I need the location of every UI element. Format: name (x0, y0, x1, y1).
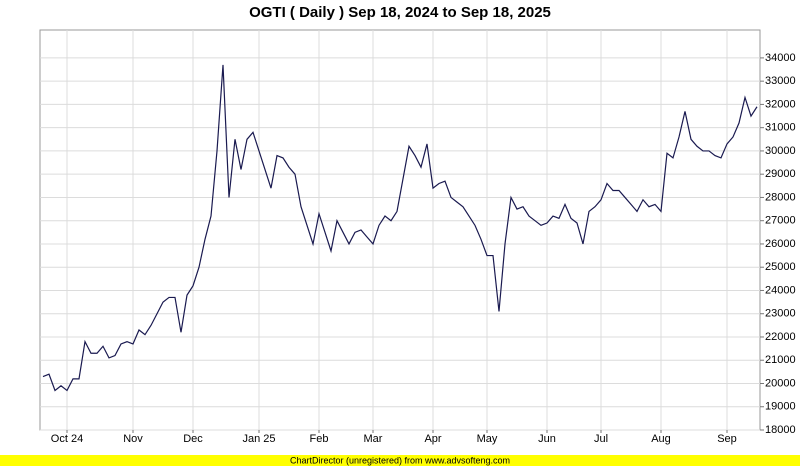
y-tick-label: 24000 (765, 284, 796, 296)
y-tick-label: 21000 (765, 354, 796, 366)
y-tick-label: 23000 (765, 308, 796, 320)
price-line (42, 64, 758, 392)
x-tick-label: Jul (594, 433, 608, 445)
x-tick-label: Jan 25 (242, 433, 275, 445)
x-tick-label: Feb (310, 433, 329, 445)
x-tick-label: Nov (123, 433, 143, 445)
y-tick-label: 33000 (765, 75, 796, 87)
x-tick-label: Apr (424, 433, 441, 445)
y-tick-label: 30000 (765, 145, 796, 157)
footer: ChartDirector (unregistered) from www.ad… (290, 455, 510, 465)
y-tick-label: 29000 (765, 168, 796, 180)
x-tick-label: May (477, 433, 498, 445)
y-tick-label: 31000 (765, 122, 796, 134)
y-tick-label: 32000 (765, 98, 796, 110)
y-tick-label: 20000 (765, 377, 796, 389)
y-tick-label: 34000 (765, 52, 796, 64)
y-tick-label: 25000 (765, 261, 796, 273)
x-tick-label: Aug (651, 433, 671, 445)
chart-title: OGTI ( Daily ) Sep 18, 2024 to Sep 18, 2… (249, 4, 551, 21)
x-tick-label: Jun (538, 433, 556, 445)
x-tick-label: Sep (717, 433, 737, 445)
x-tick-label: Oct 24 (51, 433, 83, 445)
y-tick-label: 22000 (765, 331, 796, 343)
plot-area (39, 29, 761, 431)
y-tick-label: 27000 (765, 215, 796, 227)
footer-bar (0, 455, 800, 466)
y-tick-label: 18000 (765, 424, 796, 436)
y-tick-label: 19000 (765, 401, 796, 413)
y-tick-label: 28000 (765, 191, 796, 203)
x-tick-label: Mar (364, 433, 383, 445)
x-tick-label: Dec (183, 433, 203, 445)
y-tick-label: 26000 (765, 238, 796, 250)
